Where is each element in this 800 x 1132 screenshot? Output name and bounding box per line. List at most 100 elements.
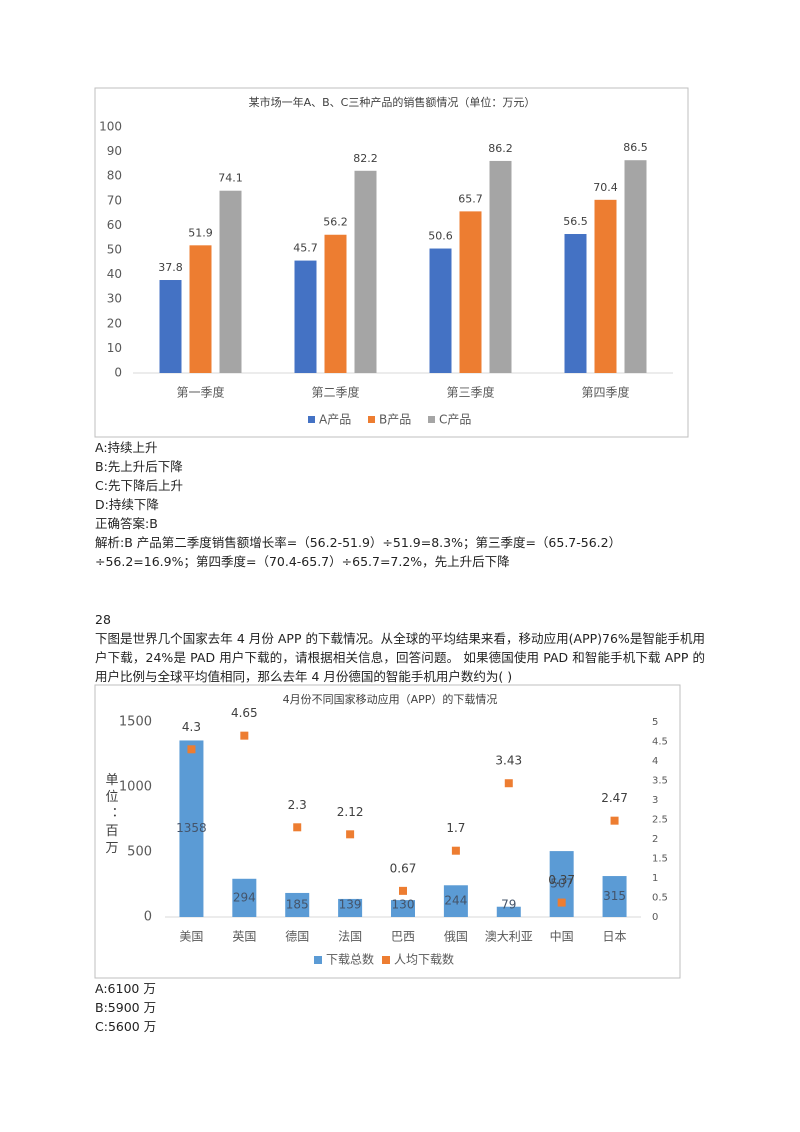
option: C:5600 万 bbox=[95, 1019, 157, 1034]
x-tick-label: 澳大利亚 bbox=[485, 930, 533, 944]
data-label: 50.6 bbox=[428, 230, 453, 243]
data-label: 86.5 bbox=[623, 141, 648, 154]
bar bbox=[391, 900, 415, 917]
bar bbox=[232, 878, 257, 917]
x-tick-label: 法国 bbox=[338, 930, 362, 944]
data-label: 139 bbox=[339, 898, 362, 912]
point bbox=[187, 745, 196, 754]
y-tick-label: 60 bbox=[107, 218, 122, 232]
option: A:持续上升 bbox=[95, 440, 158, 455]
data-label: 70.4 bbox=[593, 181, 618, 194]
x-tick-label: 第二季度 bbox=[311, 385, 359, 400]
y-axis-label: 单位：百万 bbox=[103, 773, 119, 858]
x-tick-label: 俄国 bbox=[444, 930, 468, 944]
legend-swatch bbox=[382, 956, 390, 964]
data-label: 2.12 bbox=[337, 805, 364, 819]
y2-tick-label: 2 bbox=[652, 834, 658, 845]
point bbox=[610, 816, 619, 825]
y-tick-label: 0 bbox=[114, 366, 122, 380]
bar bbox=[489, 160, 512, 373]
data-label: 2.47 bbox=[601, 791, 628, 805]
y-tick-label: 1000 bbox=[119, 780, 152, 795]
point bbox=[240, 731, 249, 740]
point bbox=[399, 886, 407, 895]
y-tick-label: 1500 bbox=[119, 715, 152, 730]
option: A:6100 万 bbox=[95, 981, 156, 996]
data-label: 4.65 bbox=[231, 706, 258, 720]
answer: 正确答案:B bbox=[95, 516, 158, 531]
bar bbox=[602, 876, 627, 917]
bar bbox=[594, 199, 617, 373]
data-label: 0.37 bbox=[548, 873, 575, 887]
y-tick-label: 30 bbox=[107, 292, 122, 306]
y2-tick-label: 1 bbox=[652, 873, 658, 884]
data-label: 0.67 bbox=[390, 861, 417, 875]
option: B:5900 万 bbox=[95, 1000, 157, 1015]
data-label: 79 bbox=[501, 898, 516, 912]
bar bbox=[338, 898, 363, 917]
question-text: 下图是世界几个国家去年 4 月份 APP 的下载情况。从全球的平均结果来看，移动… bbox=[95, 631, 705, 684]
bar bbox=[354, 170, 377, 373]
x-tick-label: 美国 bbox=[179, 930, 203, 944]
x-tick-label: 第三季度 bbox=[446, 385, 494, 400]
data-label: 65.7 bbox=[458, 192, 483, 205]
y-tick-label: 40 bbox=[107, 267, 122, 281]
bar bbox=[443, 885, 468, 917]
y-tick-label: 0 bbox=[144, 910, 152, 925]
chart-frame bbox=[94, 87, 689, 438]
x-tick-label: 第一季度 bbox=[176, 385, 224, 400]
legend-label: A产品 bbox=[319, 413, 351, 427]
bar bbox=[324, 234, 347, 373]
y2-tick-label: 1.5 bbox=[652, 854, 668, 865]
point bbox=[346, 830, 355, 839]
bar bbox=[294, 260, 317, 373]
y-tick-label: 500 bbox=[127, 845, 152, 860]
data-label: 82.2 bbox=[353, 152, 378, 165]
x-tick-label: 第四季度 bbox=[581, 385, 629, 400]
point bbox=[557, 898, 566, 907]
option: C:先下降后上升 bbox=[95, 478, 183, 493]
data-label: 4.3 bbox=[182, 720, 201, 734]
bar bbox=[189, 245, 212, 373]
legend-label: B产品 bbox=[379, 413, 411, 427]
bar bbox=[496, 906, 521, 917]
data-label: 74.1 bbox=[218, 172, 243, 185]
x-tick-label: 中国 bbox=[550, 929, 574, 944]
x-tick-label: 英国 bbox=[232, 930, 256, 944]
y-tick-label: 50 bbox=[107, 243, 122, 257]
data-label: 3.43 bbox=[495, 754, 522, 768]
y-tick-label: 20 bbox=[107, 316, 122, 330]
y-tick-label: 100 bbox=[99, 120, 122, 134]
data-label: 1.7 bbox=[446, 821, 465, 835]
data-label: 130 bbox=[392, 898, 415, 912]
y2-tick-label: 3.5 bbox=[652, 776, 668, 787]
data-label: 56.5 bbox=[563, 215, 588, 228]
point bbox=[504, 779, 513, 788]
legend-swatch bbox=[308, 416, 315, 423]
y-tick-label: 70 bbox=[107, 193, 122, 207]
chart-frame bbox=[94, 684, 681, 979]
y-tick-label: 10 bbox=[107, 341, 122, 355]
chart-title: 4月份不同国家移动应用（APP）的下载情况 bbox=[283, 692, 498, 706]
legend-swatch bbox=[314, 956, 322, 964]
data-label: 2.3 bbox=[288, 798, 307, 812]
x-tick-label: 巴西 bbox=[391, 930, 415, 944]
y2-tick-label: 2.5 bbox=[652, 815, 668, 826]
bar bbox=[429, 248, 452, 373]
bar bbox=[159, 280, 182, 373]
legend-label: 人均下载数 bbox=[394, 952, 454, 967]
option: B:先上升后下降 bbox=[95, 459, 183, 474]
bar bbox=[624, 160, 647, 373]
y2-tick-label: 0.5 bbox=[652, 893, 668, 904]
option: D:持续下降 bbox=[95, 497, 159, 512]
bar bbox=[564, 234, 587, 373]
data-label: 507 bbox=[550, 877, 573, 891]
legend-swatch bbox=[368, 416, 375, 423]
point bbox=[293, 823, 302, 832]
data-label: 51.9 bbox=[188, 226, 213, 239]
legend-label: C产品 bbox=[439, 413, 471, 427]
question-number: 28 bbox=[95, 612, 111, 627]
bar bbox=[459, 211, 482, 373]
y-tick-label: 90 bbox=[107, 144, 122, 158]
